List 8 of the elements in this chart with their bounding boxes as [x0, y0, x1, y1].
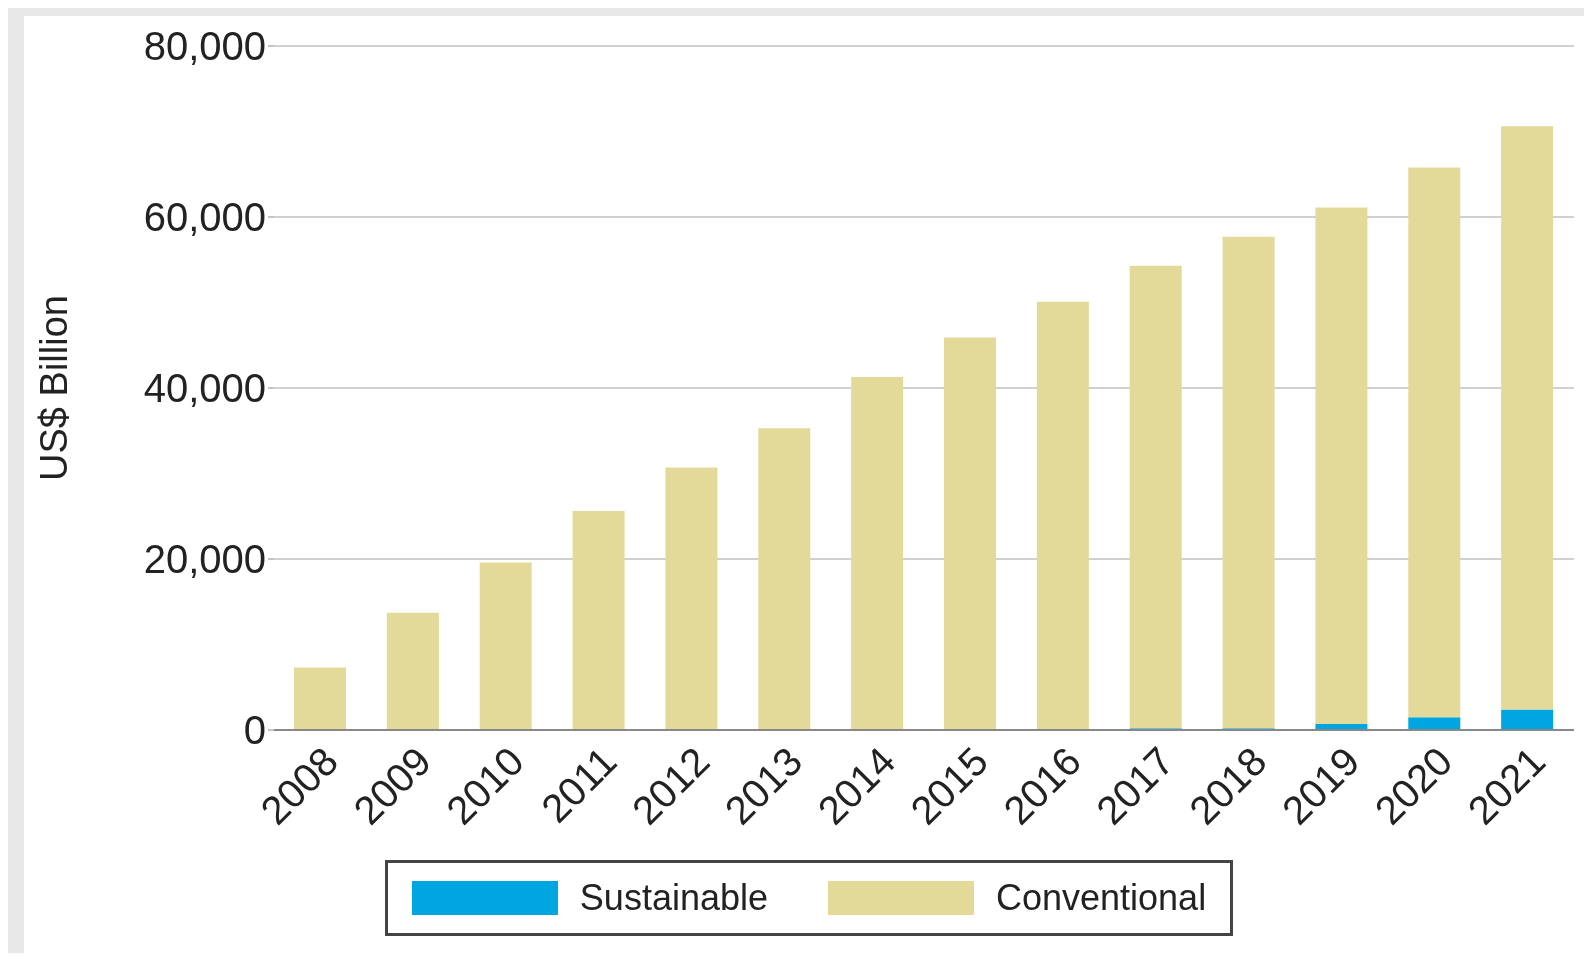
y-tick-label: 80,000 [143, 24, 266, 69]
y-tick-label: 60,000 [143, 195, 266, 240]
y-tick-label: 20,000 [143, 537, 266, 582]
legend-label: Conventional [995, 877, 1207, 919]
y-axis-title: US$ Billion [33, 295, 76, 481]
legend-label: Sustainable [579, 877, 768, 919]
y-tick-label: 40,000 [143, 366, 266, 411]
y-tick-label: 0 [243, 708, 266, 753]
